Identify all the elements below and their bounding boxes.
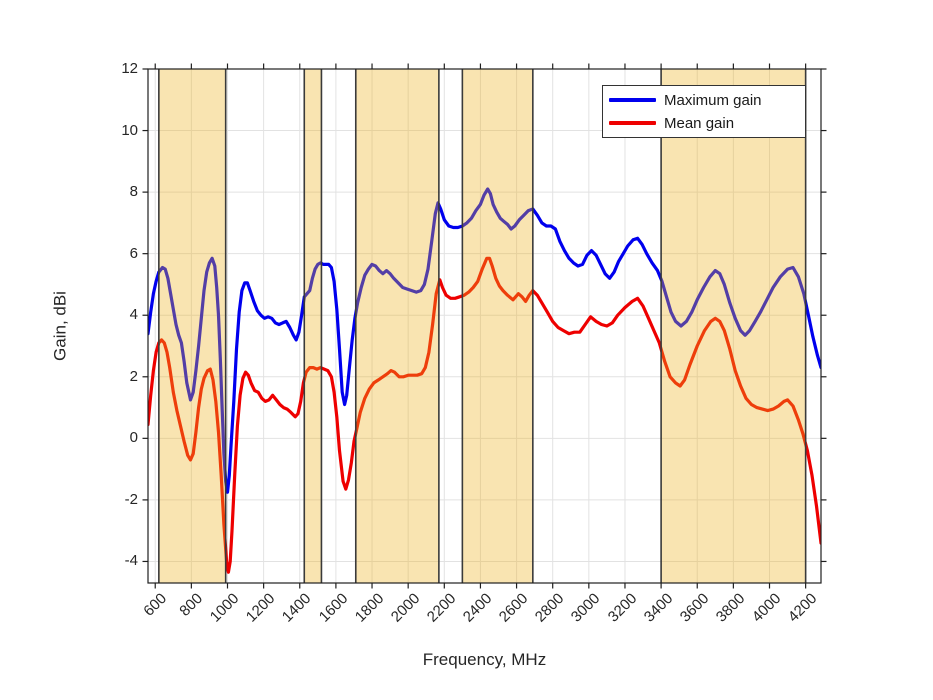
- y-tick-label: 8: [129, 183, 138, 201]
- axes-frame: [147, 68, 822, 584]
- highlight-band: [355, 69, 439, 583]
- x-axis-label: Frequency, MHz: [422, 650, 547, 669]
- y-axis-label: Gain, dBi: [50, 291, 70, 361]
- legend-item-mean-gain: Mean gain: [609, 112, 799, 134]
- legend-line-sample-red: [609, 121, 656, 125]
- y-tick-label: 10: [121, 121, 138, 139]
- highlight-band: [462, 69, 533, 583]
- legend-box: Maximum gain Mean gain: [602, 85, 806, 138]
- legend-label: Mean gain: [664, 114, 735, 132]
- y-tick-label: -4: [124, 552, 138, 570]
- y-tick-label: 2: [129, 367, 138, 385]
- y-tick-label: 12: [121, 60, 138, 77]
- legend-label: Maximum gain: [664, 91, 762, 109]
- highlight-band: [661, 69, 806, 583]
- y-tick-label: 6: [129, 244, 138, 262]
- y-tick-label: -2: [124, 490, 138, 508]
- legend-line-sample-blue: [609, 98, 656, 102]
- y-tick-label: 4: [129, 306, 138, 324]
- highlight-band: [158, 69, 226, 583]
- highlight-band: [304, 69, 322, 583]
- mean-gain-curve: [148, 256, 821, 574]
- y-tick-label: 0: [129, 429, 138, 447]
- legend-item-maximum-gain: Maximum gain: [609, 89, 799, 111]
